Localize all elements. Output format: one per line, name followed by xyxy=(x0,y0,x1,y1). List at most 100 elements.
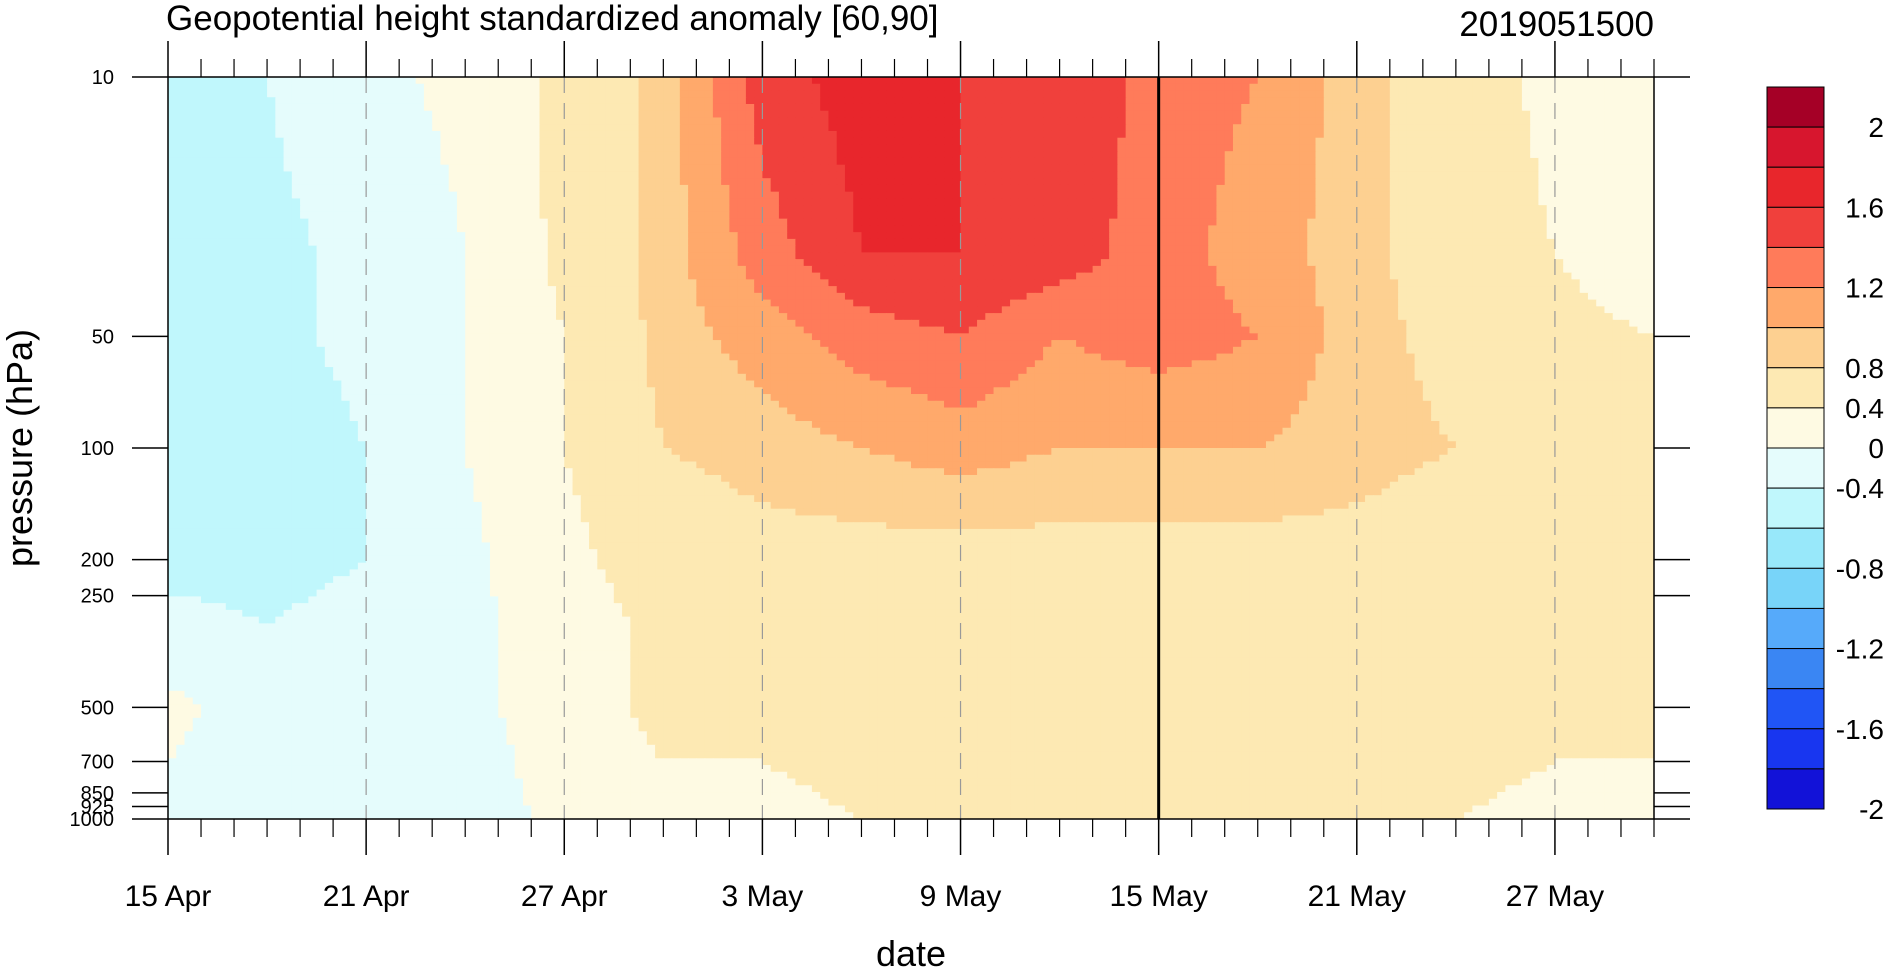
anomaly-cell xyxy=(1629,212,1638,219)
anomaly-cell xyxy=(506,117,515,124)
anomaly-cell xyxy=(432,232,441,239)
anomaly-cell xyxy=(622,77,631,84)
anomaly-cell xyxy=(1109,192,1118,199)
anomaly-cell xyxy=(754,138,763,145)
anomaly-cell xyxy=(762,198,771,205)
anomaly-cell xyxy=(1464,205,1473,212)
anomaly-cell xyxy=(837,124,846,131)
anomaly-cell xyxy=(1233,205,1242,212)
anomaly-cell xyxy=(1439,151,1448,158)
anomaly-cell xyxy=(1126,198,1135,205)
anomaly-cell xyxy=(944,158,953,165)
anomaly-cell xyxy=(746,117,755,124)
anomaly-cell xyxy=(193,192,202,199)
anomaly-cell xyxy=(1390,97,1399,104)
anomaly-cell xyxy=(713,77,722,84)
anomaly-cell xyxy=(358,90,367,97)
anomaly-cell xyxy=(878,111,887,118)
anomaly-cell xyxy=(878,104,887,111)
anomaly-cell xyxy=(176,144,185,151)
anomaly-cell xyxy=(1505,192,1514,199)
anomaly-cell xyxy=(465,158,474,165)
anomaly-cell xyxy=(977,246,986,253)
anomaly-cell xyxy=(1448,239,1457,246)
anomaly-cell xyxy=(1274,205,1283,212)
anomaly-cell xyxy=(713,219,722,226)
anomaly-cell xyxy=(1588,77,1597,84)
anomaly-cell xyxy=(1415,104,1424,111)
anomaly-cell xyxy=(482,144,491,151)
anomaly-cell xyxy=(391,185,400,192)
anomaly-cell xyxy=(845,131,854,138)
anomaly-cell xyxy=(1390,151,1399,158)
anomaly-cell xyxy=(350,198,359,205)
anomaly-cell xyxy=(226,246,235,253)
anomaly-cell xyxy=(919,124,928,131)
anomaly-cell xyxy=(1332,124,1341,131)
anomaly-cell xyxy=(837,117,846,124)
anomaly-cell xyxy=(762,232,771,239)
anomaly-cell xyxy=(1555,252,1564,259)
anomaly-cell xyxy=(961,185,970,192)
anomaly-cell xyxy=(1175,104,1184,111)
anomaly-cell xyxy=(242,246,251,253)
anomaly-cell xyxy=(1233,259,1242,266)
anomaly-cell xyxy=(1068,77,1077,84)
anomaly-cell xyxy=(911,77,920,84)
anomaly-cell xyxy=(292,131,301,138)
anomaly-cell xyxy=(564,90,573,97)
anomaly-cell xyxy=(1555,185,1564,192)
anomaly-cell xyxy=(647,232,656,239)
anomaly-cell xyxy=(531,198,540,205)
anomaly-cell xyxy=(812,171,821,178)
anomaly-cell xyxy=(1068,171,1077,178)
anomaly-cell xyxy=(201,151,210,158)
anomaly-cell xyxy=(845,124,854,131)
anomaly-cell xyxy=(1637,225,1646,232)
anomaly-cell xyxy=(1018,212,1027,219)
anomaly-cell xyxy=(350,171,359,178)
anomaly-cell xyxy=(1448,144,1457,151)
anomaly-cell xyxy=(1084,259,1093,266)
anomaly-cell xyxy=(350,90,359,97)
anomaly-cell xyxy=(209,158,218,165)
anomaly-cell xyxy=(977,212,986,219)
anomaly-cell xyxy=(1332,158,1341,165)
anomaly-cell xyxy=(333,158,342,165)
anomaly-cell xyxy=(449,259,458,266)
anomaly-cell xyxy=(639,84,648,91)
anomaly-cell xyxy=(1216,165,1225,172)
anomaly-cell xyxy=(663,84,672,91)
anomaly-cell xyxy=(490,225,499,232)
anomaly-cell xyxy=(1225,104,1234,111)
anomaly-cell xyxy=(1497,205,1506,212)
anomaly-cell xyxy=(614,131,623,138)
chart-title: Geopotential height standardized anomaly… xyxy=(166,0,938,38)
anomaly-cell xyxy=(333,252,342,259)
anomaly-cell xyxy=(300,259,309,266)
anomaly-cell xyxy=(1299,131,1308,138)
anomaly-cell xyxy=(1010,212,1019,219)
anomaly-cell xyxy=(1200,192,1209,199)
anomaly-cell xyxy=(1258,259,1267,266)
anomaly-cell xyxy=(828,90,837,97)
anomaly-cell xyxy=(721,124,730,131)
anomaly-cell xyxy=(1588,212,1597,219)
anomaly-cell xyxy=(168,252,177,259)
anomaly-cell xyxy=(1241,77,1250,84)
anomaly-cell xyxy=(185,131,194,138)
anomaly-cell xyxy=(1340,252,1349,259)
anomaly-cell xyxy=(936,246,945,253)
anomaly-cell xyxy=(292,252,301,259)
anomaly-cell xyxy=(1439,185,1448,192)
anomaly-cell xyxy=(1505,124,1514,131)
anomaly-cell xyxy=(597,97,606,104)
anomaly-cell xyxy=(176,205,185,212)
anomaly-cell xyxy=(473,185,482,192)
anomaly-cell xyxy=(209,117,218,124)
anomaly-cell xyxy=(1547,232,1556,239)
anomaly-cell xyxy=(1183,117,1192,124)
anomaly-cell xyxy=(1266,124,1275,131)
anomaly-cell xyxy=(1588,84,1597,91)
anomaly-cell xyxy=(1101,225,1110,232)
